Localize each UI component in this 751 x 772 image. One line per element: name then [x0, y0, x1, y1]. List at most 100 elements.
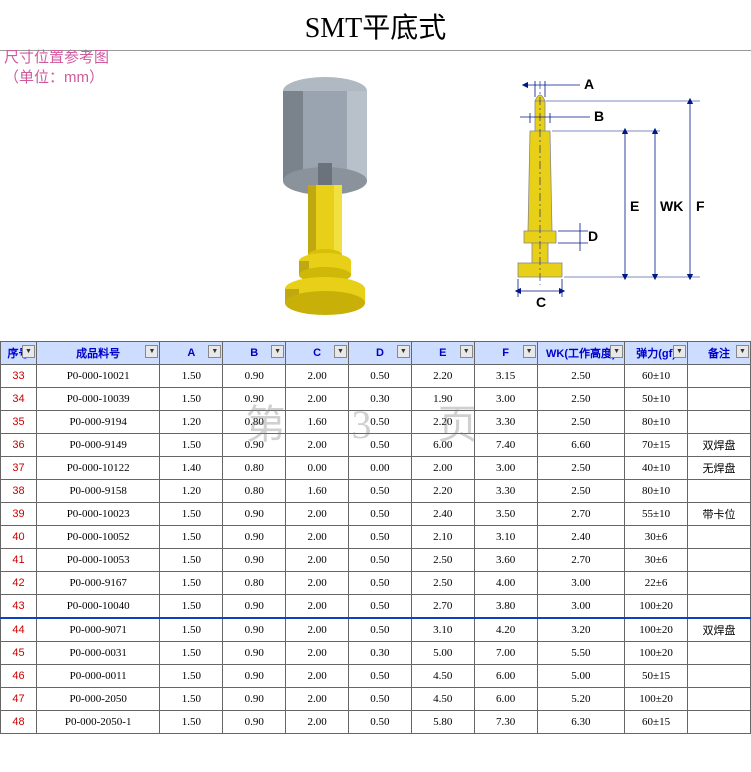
cell-force: 55±10 — [625, 503, 688, 526]
cell-E: 2.10 — [411, 526, 474, 549]
cell-idx: 35 — [1, 411, 37, 434]
cell-E: 4.50 — [411, 664, 474, 687]
cell-E: 2.00 — [411, 457, 474, 480]
svg-text:WK: WK — [660, 198, 683, 214]
cell-B: 0.90 — [223, 641, 286, 664]
header-label: WK(工作高度) — [546, 348, 616, 360]
cell-WK: 2.50 — [537, 411, 625, 434]
cell-idx: 37 — [1, 457, 37, 480]
cell-remark: 无焊盘 — [688, 457, 751, 480]
cell-part: P0-000-9149 — [36, 434, 160, 457]
cell-F: 7.00 — [474, 641, 537, 664]
cell-F: 3.00 — [474, 457, 537, 480]
cell-E: 1.90 — [411, 388, 474, 411]
cell-E: 6.00 — [411, 434, 474, 457]
cell-idx: 47 — [1, 687, 37, 710]
cell-E: 2.50 — [411, 572, 474, 595]
cell-remark — [688, 480, 751, 503]
filter-dropdown-icon[interactable]: ▼ — [523, 345, 536, 358]
filter-dropdown-icon[interactable]: ▼ — [397, 345, 410, 358]
cell-C: 0.00 — [286, 457, 349, 480]
filter-dropdown-icon[interactable]: ▼ — [22, 345, 35, 358]
cell-C: 1.60 — [286, 411, 349, 434]
cell-A: 1.50 — [160, 572, 223, 595]
cell-B: 0.80 — [223, 457, 286, 480]
table-row: 39P0-000-100231.500.902.000.502.403.502.… — [1, 503, 751, 526]
column-header[interactable]: E▼ — [411, 342, 474, 365]
filter-dropdown-icon[interactable]: ▼ — [673, 345, 686, 358]
column-header[interactable]: C▼ — [286, 342, 349, 365]
column-header[interactable]: B▼ — [223, 342, 286, 365]
filter-dropdown-icon[interactable]: ▼ — [208, 345, 221, 358]
cell-D: 0.50 — [349, 664, 412, 687]
column-header[interactable]: F▼ — [474, 342, 537, 365]
cell-D: 0.50 — [349, 687, 412, 710]
cell-part: P0-000-9194 — [36, 411, 160, 434]
column-header[interactable]: 成品料号 ▼ — [36, 342, 160, 365]
filter-dropdown-icon[interactable]: ▼ — [736, 345, 749, 358]
table-header-row: 序号▼成品料号▼A▼B▼C▼D▼E▼F▼WK(工作高度)▼弹力(gf)▼备注▼ — [1, 342, 751, 365]
cell-B: 0.90 — [223, 549, 286, 572]
table-row: 46P0-000-00111.500.902.000.504.506.005.0… — [1, 664, 751, 687]
cell-force: 50±10 — [625, 388, 688, 411]
data-table: 序号▼成品料号▼A▼B▼C▼D▼E▼F▼WK(工作高度)▼弹力(gf)▼备注▼ … — [0, 341, 751, 734]
column-header[interactable]: WK(工作高度)▼ — [537, 342, 625, 365]
cell-part: P0-000-10021 — [36, 365, 160, 388]
cell-D: 0.00 — [349, 457, 412, 480]
cell-force: 100±20 — [625, 618, 688, 642]
filter-dropdown-icon[interactable]: ▼ — [271, 345, 284, 358]
cell-D: 0.30 — [349, 388, 412, 411]
cell-WK: 5.50 — [537, 641, 625, 664]
cell-remark: 带卡位 — [688, 503, 751, 526]
cell-WK: 2.50 — [537, 365, 625, 388]
column-header[interactable]: 序号▼ — [1, 342, 37, 365]
filter-dropdown-icon[interactable]: ▼ — [460, 345, 473, 358]
cell-E: 2.20 — [411, 411, 474, 434]
column-header[interactable]: A▼ — [160, 342, 223, 365]
cell-force: 100±20 — [625, 641, 688, 664]
cell-C: 2.00 — [286, 710, 349, 733]
svg-text:A: A — [584, 76, 594, 92]
cell-E: 2.50 — [411, 549, 474, 572]
cell-A: 1.40 — [160, 457, 223, 480]
table-row: 41P0-000-100531.500.902.000.502.503.602.… — [1, 549, 751, 572]
cell-E: 2.40 — [411, 503, 474, 526]
cell-force: 80±10 — [625, 480, 688, 503]
column-header[interactable]: D▼ — [349, 342, 412, 365]
cell-F: 3.30 — [474, 480, 537, 503]
column-header[interactable]: 备注▼ — [688, 342, 751, 365]
header-label: C — [313, 347, 321, 359]
filter-dropdown-icon[interactable]: ▼ — [610, 345, 623, 358]
table-row: 47P0-000-20501.500.902.000.504.506.005.2… — [1, 687, 751, 710]
cell-WK: 6.30 — [537, 710, 625, 733]
table-row: 35P0-000-91941.200.801.600.502.203.302.5… — [1, 411, 751, 434]
cell-part: P0-000-10039 — [36, 388, 160, 411]
cell-A: 1.50 — [160, 388, 223, 411]
cell-F: 3.30 — [474, 411, 537, 434]
cell-remark: 双焊盘 — [688, 434, 751, 457]
header-label: F — [502, 347, 509, 359]
cell-F: 7.40 — [474, 434, 537, 457]
cell-idx: 48 — [1, 710, 37, 733]
cell-B: 0.90 — [223, 365, 286, 388]
cell-part: P0-000-2050 — [36, 687, 160, 710]
cell-F: 3.60 — [474, 549, 537, 572]
cell-C: 1.60 — [286, 480, 349, 503]
cell-A: 1.50 — [160, 618, 223, 642]
cell-F: 3.50 — [474, 503, 537, 526]
cell-idx: 34 — [1, 388, 37, 411]
filter-dropdown-icon[interactable]: ▼ — [334, 345, 347, 358]
cell-C: 2.00 — [286, 549, 349, 572]
cell-part: P0-000-0011 — [36, 664, 160, 687]
column-header[interactable]: 弹力(gf)▼ — [625, 342, 688, 365]
cell-F: 7.30 — [474, 710, 537, 733]
header-label: 成品料号 — [76, 348, 120, 360]
svg-text:B: B — [594, 108, 604, 124]
cell-force: 22±6 — [625, 572, 688, 595]
cell-B: 0.90 — [223, 503, 286, 526]
cell-C: 2.00 — [286, 664, 349, 687]
cell-D: 0.50 — [349, 549, 412, 572]
table-row: 44P0-000-90711.500.902.000.503.104.203.2… — [1, 618, 751, 642]
filter-dropdown-icon[interactable]: ▼ — [145, 345, 158, 358]
cell-F: 3.15 — [474, 365, 537, 388]
